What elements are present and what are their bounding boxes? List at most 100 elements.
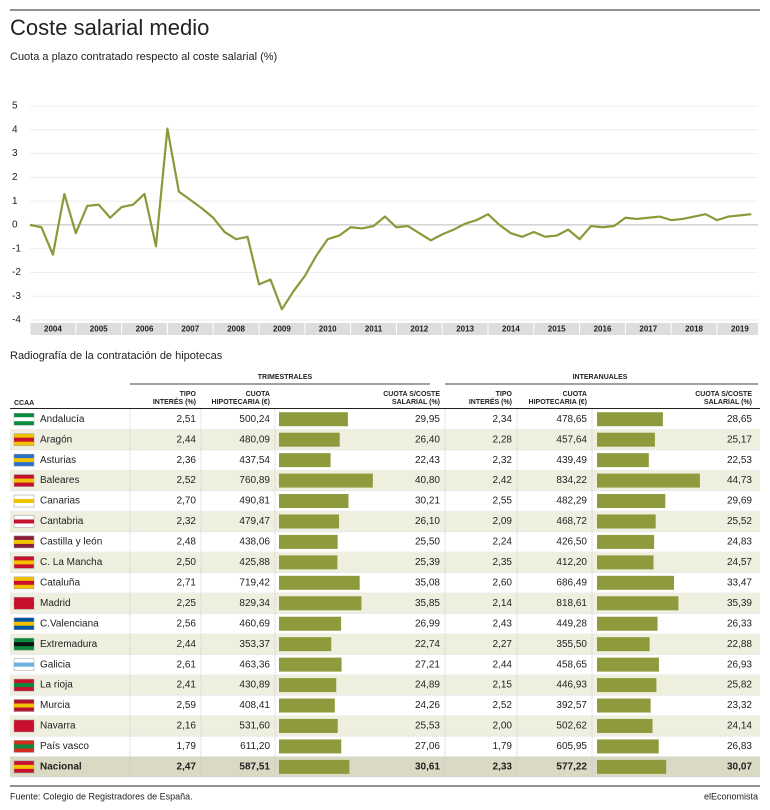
cell: 500,24	[239, 414, 270, 425]
y-tick-label: -3	[12, 291, 21, 302]
column-header: CUOTA S/COSTE	[695, 391, 752, 398]
cell: 2,52	[493, 700, 513, 711]
bar	[597, 432, 655, 447]
bar	[597, 596, 679, 611]
group-label: INTERANUALES	[573, 374, 628, 381]
x-axis-band	[30, 323, 758, 335]
cell: 449,28	[556, 618, 587, 629]
cell: 2,55	[493, 496, 513, 507]
cell: 2,43	[493, 618, 513, 629]
cell: 35,39	[727, 598, 752, 609]
row-bg	[10, 756, 760, 778]
bar	[279, 718, 338, 733]
bar	[597, 718, 653, 733]
region-name: Baleares	[40, 475, 79, 486]
region-name: Cataluña	[40, 577, 80, 588]
bar	[279, 453, 331, 468]
brand: elEconomista	[704, 791, 758, 801]
flag-stripe	[14, 499, 34, 504]
y-tick-label: 3	[12, 148, 18, 159]
bar	[279, 412, 348, 427]
cell: 2,25	[177, 598, 197, 609]
chart-subtitle: Cuota a plazo contratado respecto al cos…	[10, 51, 277, 63]
bar	[279, 637, 332, 652]
x-tick-label: 2008	[227, 325, 245, 334]
cell: 26,83	[727, 741, 752, 752]
bar	[279, 514, 340, 529]
bar	[597, 473, 700, 488]
cell: 2,15	[493, 680, 513, 691]
x-tick-label: 2006	[136, 325, 154, 334]
cell: 2,32	[493, 455, 513, 466]
cell: 25,39	[415, 557, 440, 568]
bar	[279, 616, 342, 631]
x-tick-label: 2014	[502, 325, 520, 334]
cell: 24,57	[727, 557, 752, 568]
cell: 490,81	[239, 496, 270, 507]
region-name: Madrid	[40, 598, 71, 609]
cell: 26,33	[727, 618, 752, 629]
column-header: INTERÉS (%)	[469, 397, 512, 406]
x-tick-label: 2009	[273, 325, 291, 334]
cell: 719,42	[239, 577, 270, 588]
column-header: INTERÉS (%)	[153, 397, 196, 406]
cell: 479,47	[239, 516, 270, 527]
flag-stripe	[14, 519, 34, 524]
cell: 26,99	[415, 618, 440, 629]
row-bg	[10, 633, 760, 655]
cell: 2,35	[493, 557, 513, 568]
x-tick-label: 2005	[90, 325, 108, 334]
region-name: Andalucía	[40, 414, 85, 425]
flag-stripe	[14, 580, 34, 585]
cell: 24,83	[727, 537, 752, 548]
bar	[279, 596, 362, 611]
flag-stripe	[14, 723, 34, 728]
cell: 392,57	[556, 700, 587, 711]
cell: 26,10	[415, 516, 440, 527]
flag-stripe	[14, 478, 34, 483]
bar	[597, 555, 654, 570]
cell: 22,43	[415, 455, 440, 466]
cell: 25,52	[727, 516, 752, 527]
cell: 2,00	[493, 721, 513, 732]
region-name: Extremadura	[40, 639, 98, 650]
cell: 25,50	[415, 537, 440, 548]
cell: 2,32	[177, 516, 197, 527]
cell: 760,89	[239, 475, 270, 486]
bar	[279, 575, 360, 590]
flag-stripe	[14, 744, 34, 749]
bar	[279, 739, 342, 754]
cell: 26,40	[415, 434, 440, 445]
cell: 818,61	[556, 598, 587, 609]
cell: 480,09	[239, 434, 270, 445]
cell: 25,53	[415, 721, 440, 732]
cell: 2,48	[177, 537, 197, 548]
column-header: CUOTA	[563, 391, 587, 398]
flag-stripe	[14, 437, 34, 442]
region-name: Murcia	[40, 700, 70, 711]
flag-stripe	[14, 642, 34, 647]
row-bg	[10, 593, 760, 614]
row-bg	[10, 674, 760, 696]
cell: 482,29	[556, 496, 587, 507]
cell: 44,73	[727, 475, 752, 486]
cell: 353,37	[239, 639, 270, 650]
bar	[597, 534, 655, 549]
cell: 1,79	[493, 741, 513, 752]
cell: 2,16	[177, 721, 197, 732]
cell: 577,22	[556, 762, 587, 773]
x-tick-label: 2007	[181, 325, 199, 334]
chart-title: Coste salarial medio	[10, 15, 209, 40]
cell: 2,60	[493, 577, 513, 588]
line	[29, 127, 752, 311]
column-header: TIPO	[180, 391, 197, 398]
bar	[279, 534, 338, 549]
region-name: Navarra	[40, 721, 76, 732]
flag-stripe	[14, 621, 34, 626]
cell: 2,47	[177, 762, 197, 773]
cell: 25,17	[727, 434, 752, 445]
x-tick-label: 2015	[548, 325, 566, 334]
y-tick-label: 5	[12, 101, 18, 112]
cell: 426,50	[556, 537, 587, 548]
flag-stripe	[14, 764, 34, 769]
